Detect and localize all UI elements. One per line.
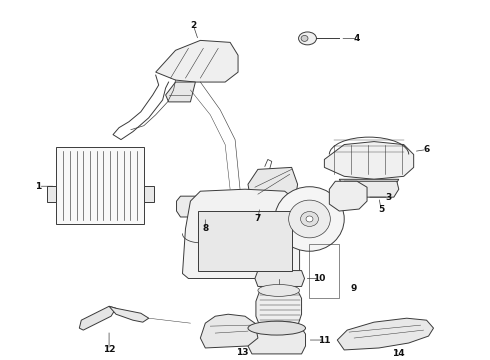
Text: 14: 14 [392,350,405,359]
Polygon shape [255,271,304,287]
Ellipse shape [258,284,299,296]
Text: 9: 9 [351,284,357,293]
Polygon shape [198,211,292,271]
Ellipse shape [248,321,306,335]
Text: 12: 12 [103,346,115,355]
Polygon shape [329,181,367,211]
Ellipse shape [289,200,330,238]
Text: 3: 3 [386,193,392,202]
Polygon shape [256,291,301,326]
Polygon shape [339,179,399,187]
Polygon shape [182,189,299,279]
Polygon shape [324,141,414,179]
Text: 4: 4 [354,34,360,43]
Text: 8: 8 [202,224,208,233]
Polygon shape [144,186,154,202]
Polygon shape [176,196,225,217]
Text: 7: 7 [255,215,261,224]
Polygon shape [156,40,238,82]
Bar [310,244,339,298]
Text: 13: 13 [236,348,248,357]
Polygon shape [166,82,196,102]
Text: 6: 6 [423,145,430,154]
Ellipse shape [258,321,299,331]
Ellipse shape [275,187,344,251]
Polygon shape [56,147,144,224]
Polygon shape [109,306,149,322]
Text: 1: 1 [35,182,42,191]
Ellipse shape [298,32,317,45]
Polygon shape [47,186,56,202]
Polygon shape [339,181,399,197]
Polygon shape [200,314,258,348]
Text: 2: 2 [190,21,196,30]
Polygon shape [337,318,434,350]
Text: 11: 11 [318,336,331,345]
Polygon shape [248,328,306,354]
Polygon shape [248,167,297,207]
Text: 5: 5 [378,204,384,213]
Polygon shape [79,306,116,330]
Ellipse shape [306,216,313,222]
Text: 10: 10 [313,274,325,283]
Ellipse shape [300,212,318,226]
Ellipse shape [301,35,308,41]
